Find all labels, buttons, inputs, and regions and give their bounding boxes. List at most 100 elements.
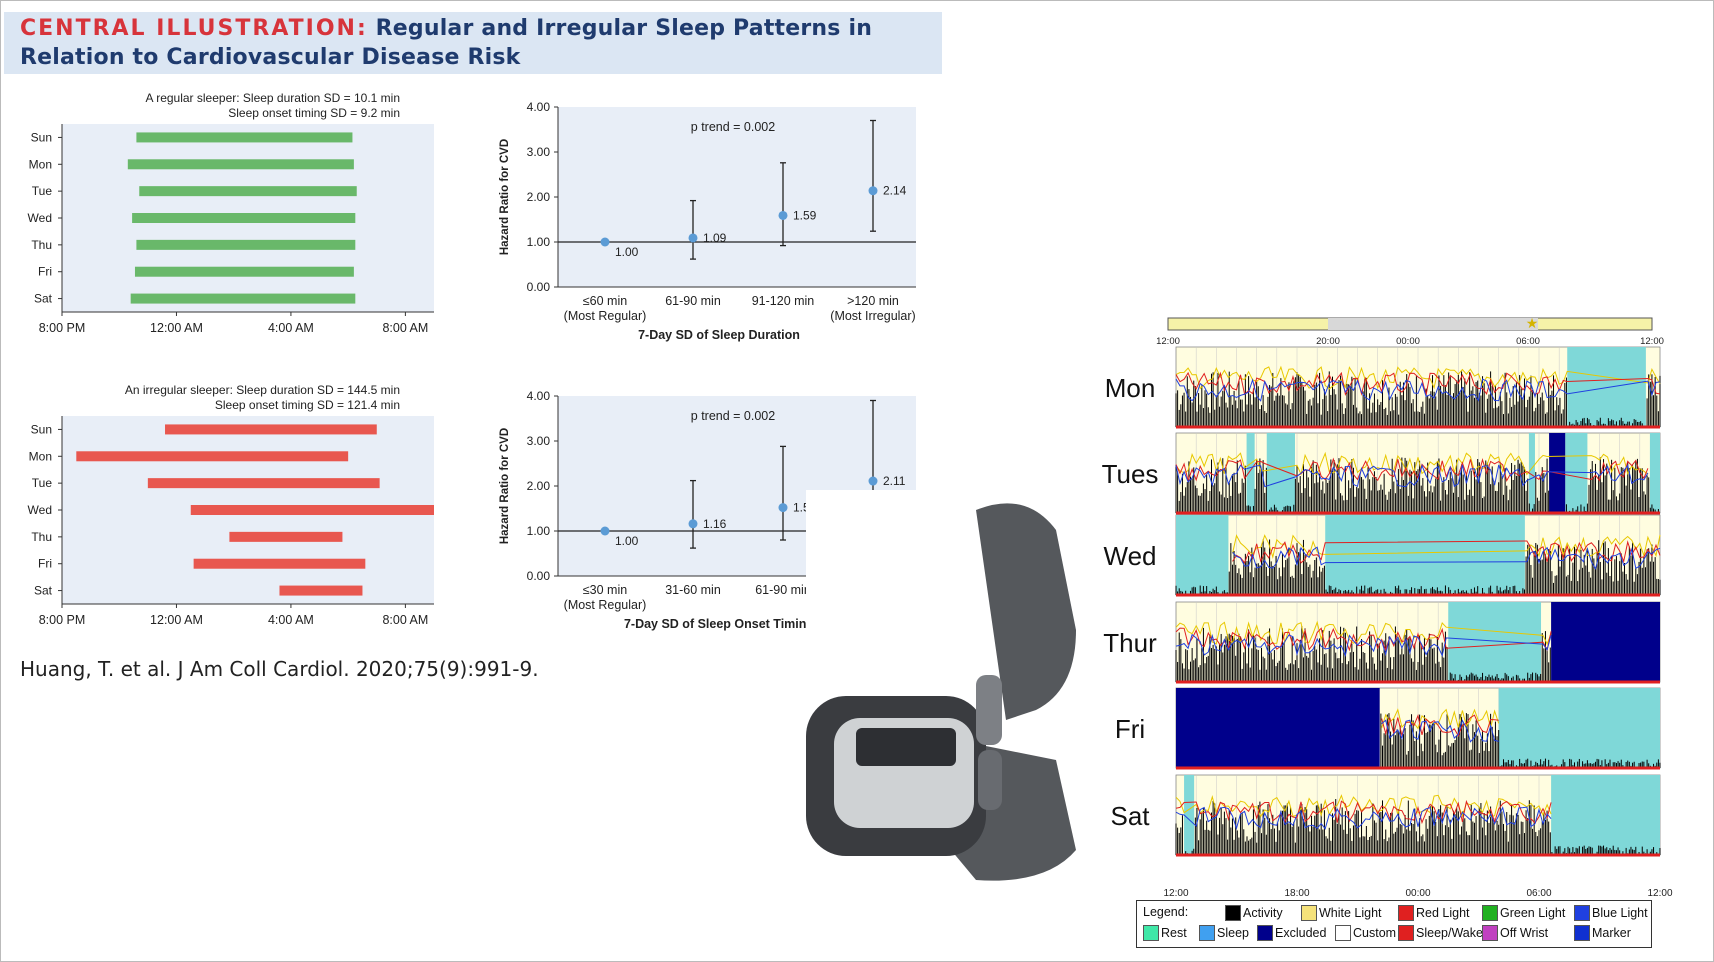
duration-hr-chart-y-tick-label: 3.00 bbox=[527, 145, 551, 159]
legend-item: Marker bbox=[1574, 925, 1631, 941]
legend-swatch bbox=[1199, 925, 1215, 941]
legend-swatch bbox=[1225, 905, 1241, 921]
legend-label: Green Light bbox=[1500, 906, 1566, 920]
banner-title: CENTRAL ILLUSTRATION: Regular and Irregu… bbox=[20, 14, 940, 72]
irregular-chart-sleep-bar bbox=[76, 451, 349, 462]
regular-chart-subtitle: Sleep onset timing SD = 9.2 min bbox=[228, 106, 400, 120]
actigraphy-legend: Legend: Activity White Light Red Light Gree… bbox=[1136, 900, 1652, 948]
regular-chart-sleep-bar bbox=[139, 186, 357, 197]
onset-hr-chart-value-label: 2.11 bbox=[883, 474, 906, 488]
legend-label: Marker bbox=[1592, 926, 1631, 940]
legend-swatch bbox=[1482, 905, 1498, 921]
onset-hr-chart-point bbox=[778, 503, 788, 513]
legend-item: Blue Light bbox=[1574, 905, 1648, 921]
duration-hr-chart-category-label: 91-120 min bbox=[752, 294, 815, 308]
onset-hr-chart-y-tick-label: 3.00 bbox=[527, 434, 551, 448]
onset-hr-chart-point bbox=[688, 519, 698, 529]
legend-item: Activity bbox=[1225, 905, 1283, 921]
duration-hr-chart-p-trend: p trend = 0.002 bbox=[691, 120, 775, 134]
citation: Huang, T. et al. J Am Coll Cardiol. 2020… bbox=[20, 657, 539, 681]
duration-hr-chart-value-label: 1.09 bbox=[703, 231, 727, 245]
duration-hr-chart-panel bbox=[558, 107, 916, 287]
banner bbox=[4, 12, 942, 74]
day-label: Sat bbox=[1110, 801, 1150, 831]
light-trace bbox=[1175, 365, 1661, 390]
day-label: Fri bbox=[1115, 714, 1145, 744]
irregular-chart-sleep-bar bbox=[229, 531, 343, 542]
rest-interval bbox=[1176, 515, 1229, 595]
day-label: Tues bbox=[1102, 459, 1159, 489]
bottom-axis-tick-label: 12:00 bbox=[1163, 888, 1188, 899]
irregular-chart-day-label: Wed bbox=[28, 503, 52, 517]
light-trace bbox=[1175, 794, 1552, 818]
light-trace bbox=[1175, 799, 1552, 825]
irregular-chart-title: An irregular sleeper: Sleep duration SD … bbox=[125, 383, 400, 397]
light-trace bbox=[1175, 464, 1649, 488]
onset-hr-chart-value-label: 1.16 bbox=[703, 517, 727, 531]
duration-hr-chart-y-tick-label: 2.00 bbox=[527, 190, 551, 204]
legend-item: Rest bbox=[1143, 925, 1187, 941]
irregular-chart-x-tick-label: 12:00 AM bbox=[150, 613, 203, 627]
onset-hr-chart-y-label: Hazard Ratio for CVD bbox=[499, 428, 511, 544]
legend-swatch bbox=[1257, 925, 1273, 941]
timeline-night-span bbox=[1328, 318, 1538, 330]
onset-hr-chart-y-tick-label: 2.00 bbox=[527, 479, 551, 493]
bottom-axis-tick-label: 00:00 bbox=[1405, 888, 1430, 899]
legend-swatch bbox=[1482, 925, 1498, 941]
rest-interval bbox=[1498, 688, 1660, 768]
duration-hr-chart-y-tick-label: 1.00 bbox=[527, 235, 551, 249]
regular-chart-day-label: Fri bbox=[38, 265, 52, 279]
regular-chart-sleep-bar bbox=[127, 159, 354, 170]
irregular-chart-x-tick-label: 4:00 AM bbox=[268, 613, 314, 627]
rest-interval bbox=[1551, 775, 1660, 855]
sleep-figure: A regular sleeper: Sleep duration SD = 1… bbox=[28, 91, 916, 631]
regular-chart-day-label: Tue bbox=[32, 184, 53, 198]
light-trace bbox=[1381, 713, 1499, 738]
regular-chart-title: A regular sleeper: Sleep duration SD = 1… bbox=[146, 91, 400, 105]
regular-chart-x-tick-label: 8:00 PM bbox=[39, 321, 86, 335]
legend-label: Sleep bbox=[1217, 926, 1249, 940]
irregular-chart-day-label: Fri bbox=[38, 557, 52, 571]
top-axis-tick-label: 06:00 bbox=[1516, 336, 1540, 347]
onset-hr-chart-p-trend: p trend = 0.002 bbox=[691, 409, 775, 423]
legend-item: Excluded bbox=[1257, 925, 1326, 941]
legend-item: Sleep bbox=[1199, 925, 1249, 941]
bottom-axis-tick-label: 18:00 bbox=[1284, 888, 1309, 899]
legend-swatch bbox=[1398, 905, 1414, 921]
duration-hr-chart-point bbox=[600, 237, 610, 247]
legend-label: Rest bbox=[1161, 926, 1187, 940]
rest-interval bbox=[1325, 515, 1525, 595]
duration-hr-chart-y-tick-label: 4.00 bbox=[527, 100, 551, 114]
light-trace bbox=[1175, 451, 1649, 476]
duration-hr-chart-y-label: Hazard Ratio for CVD bbox=[499, 139, 511, 255]
legend-title: Legend: bbox=[1143, 905, 1189, 919]
legend-swatch bbox=[1335, 925, 1351, 941]
rest-interval bbox=[1448, 602, 1542, 682]
irregular-chart-sleep-bar bbox=[147, 478, 380, 489]
legend-label: Custom bbox=[1353, 926, 1397, 940]
irregular-chart-sleep-bar bbox=[165, 424, 377, 435]
regular-chart-day-label: Thu bbox=[31, 238, 52, 252]
onset-hr-chart-y-tick-label: 1.00 bbox=[527, 524, 551, 538]
rest-interval bbox=[1649, 433, 1660, 513]
duration-hr-chart-point bbox=[688, 233, 698, 243]
rest-interval bbox=[1567, 347, 1646, 427]
light-trace bbox=[1175, 620, 1552, 646]
legend-item: Sleep/Wake bbox=[1398, 925, 1483, 941]
irregular-chart-sleep-bar bbox=[190, 505, 434, 515]
duration-hr-chart-value-label: 1.59 bbox=[793, 208, 817, 222]
rest-interval bbox=[1184, 775, 1195, 855]
excluded-interval bbox=[1176, 688, 1380, 768]
legend-label: Activity bbox=[1243, 906, 1283, 920]
onset-hr-chart-category-note: (Most Regular) bbox=[564, 598, 647, 612]
irregular-chart-day-label: Tue bbox=[32, 476, 53, 490]
regular-chart-sleep-bar bbox=[134, 266, 354, 277]
onset-hr-chart-category-label: 31-60 min bbox=[665, 583, 721, 597]
duration-hr-chart-point bbox=[868, 186, 878, 196]
duration-hr-chart-category-label: ≤60 min bbox=[583, 294, 627, 308]
legend-item: Red Light bbox=[1398, 905, 1470, 921]
light-trace bbox=[1175, 457, 1649, 483]
legend-label: Sleep/Wake bbox=[1416, 926, 1483, 940]
legend-swatch bbox=[1301, 905, 1317, 921]
banner-label: CENTRAL ILLUSTRATION: bbox=[20, 16, 368, 41]
